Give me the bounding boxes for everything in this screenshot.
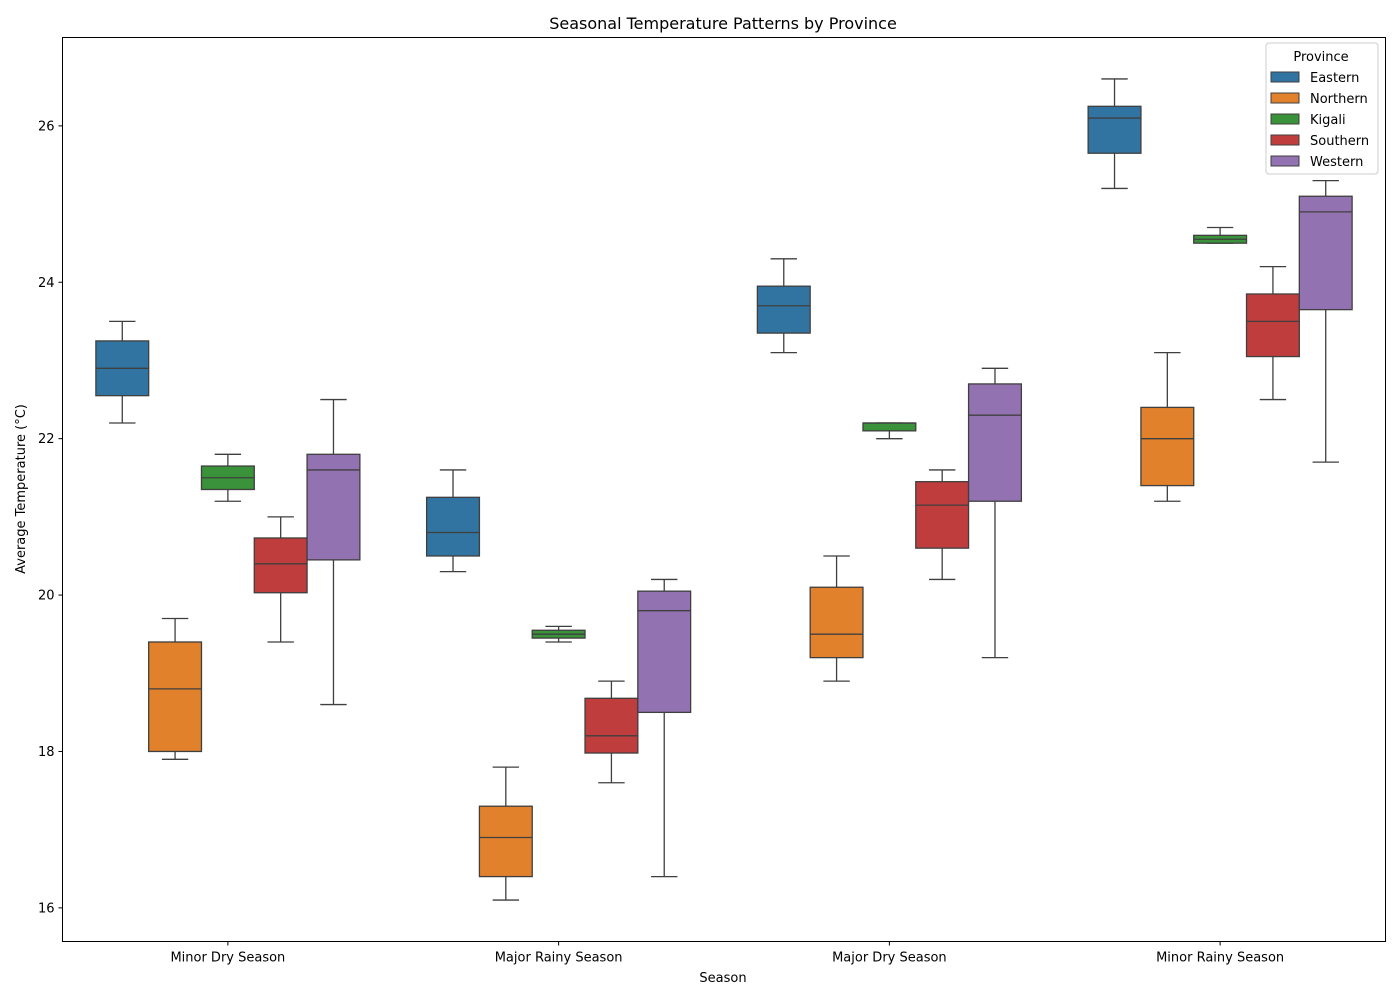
iqr-box xyxy=(915,481,970,549)
iqr-box xyxy=(148,641,203,753)
x-tick-label: Minor Rainy Season xyxy=(1156,951,1284,966)
legend-label-eastern: Eastern xyxy=(1310,71,1359,86)
x-axis-ticks: Minor Dry Season Major Rainy Season Major … xyxy=(170,941,1284,966)
x-axis-label: Season xyxy=(699,971,746,986)
box-eastern-2 xyxy=(425,469,481,573)
box-northern-3 xyxy=(809,555,864,682)
plot-frame xyxy=(62,37,1386,942)
legend-swatch-western xyxy=(1270,155,1300,167)
iqr-box xyxy=(809,586,864,659)
legend-label-kigali: Kigali xyxy=(1310,113,1346,128)
x-tick-label: Major Dry Season xyxy=(832,951,947,966)
iqr-box xyxy=(306,453,361,561)
box-eastern-4 xyxy=(1087,78,1142,190)
box-eastern-3 xyxy=(756,258,811,354)
iqr-box xyxy=(1298,195,1353,311)
legend-swatch-kigali xyxy=(1270,113,1300,125)
y-axis-label: Average Temperature (°C) xyxy=(14,404,29,574)
box-southern-4 xyxy=(1245,265,1300,401)
box-kigali-1 xyxy=(200,453,255,502)
box-southern-1 xyxy=(253,516,308,643)
iqr-box xyxy=(425,496,481,557)
box-northern-4 xyxy=(1140,351,1195,502)
legend-swatch-eastern xyxy=(1270,71,1300,83)
iqr-box xyxy=(967,383,1023,502)
box-northern-2 xyxy=(478,766,533,901)
box-western-3 xyxy=(967,367,1023,659)
box-western-4 xyxy=(1298,179,1353,463)
y-tick-label: 22 xyxy=(38,432,55,447)
y-tick-label: 26 xyxy=(38,119,55,134)
y-tick-label: 18 xyxy=(38,745,55,760)
legend-title: Province xyxy=(1293,50,1348,65)
boxes-layer xyxy=(95,78,1353,901)
box-southern-3 xyxy=(915,469,970,581)
x-tick-label: Major Rainy Season xyxy=(495,951,623,966)
box-kigali-2 xyxy=(531,625,586,643)
legend-label-northern: Northern xyxy=(1310,92,1368,107)
legend-items: Eastern Northern Kigali Southern Western xyxy=(1270,71,1369,170)
iqr-box xyxy=(862,422,917,432)
iqr-box xyxy=(1245,293,1300,358)
box-eastern-1 xyxy=(95,320,150,424)
legend-label-southern: Southern xyxy=(1310,134,1369,149)
iqr-box xyxy=(1087,105,1142,154)
iqr-box xyxy=(756,285,811,334)
box-northern-1 xyxy=(148,617,203,760)
legend-swatch-northern xyxy=(1270,92,1300,104)
x-tick-label: Minor Dry Season xyxy=(170,951,285,966)
legend-swatch-southern xyxy=(1270,134,1300,146)
legend: Province Eastern Northern Kigali Southern We… xyxy=(1265,42,1379,175)
iqr-box xyxy=(253,537,308,594)
y-axis-ticks: 16 18 20 22 24 26 xyxy=(38,119,63,916)
y-tick-label: 16 xyxy=(38,901,55,916)
iqr-box xyxy=(478,805,533,878)
chart-title: Seasonal Temperature Patterns by Provinc… xyxy=(549,14,897,33)
legend-label-western: Western xyxy=(1310,155,1363,170)
box-western-2 xyxy=(637,578,692,878)
iqr-box xyxy=(637,590,692,714)
iqr-box xyxy=(1140,406,1195,487)
y-tick-label: 20 xyxy=(38,589,55,604)
iqr-box xyxy=(584,697,639,754)
box-western-1 xyxy=(306,398,361,706)
box-kigali-3 xyxy=(862,422,917,440)
y-tick-label: 24 xyxy=(38,276,55,291)
box-kigali-4 xyxy=(1193,226,1248,244)
box-southern-2 xyxy=(584,680,639,784)
